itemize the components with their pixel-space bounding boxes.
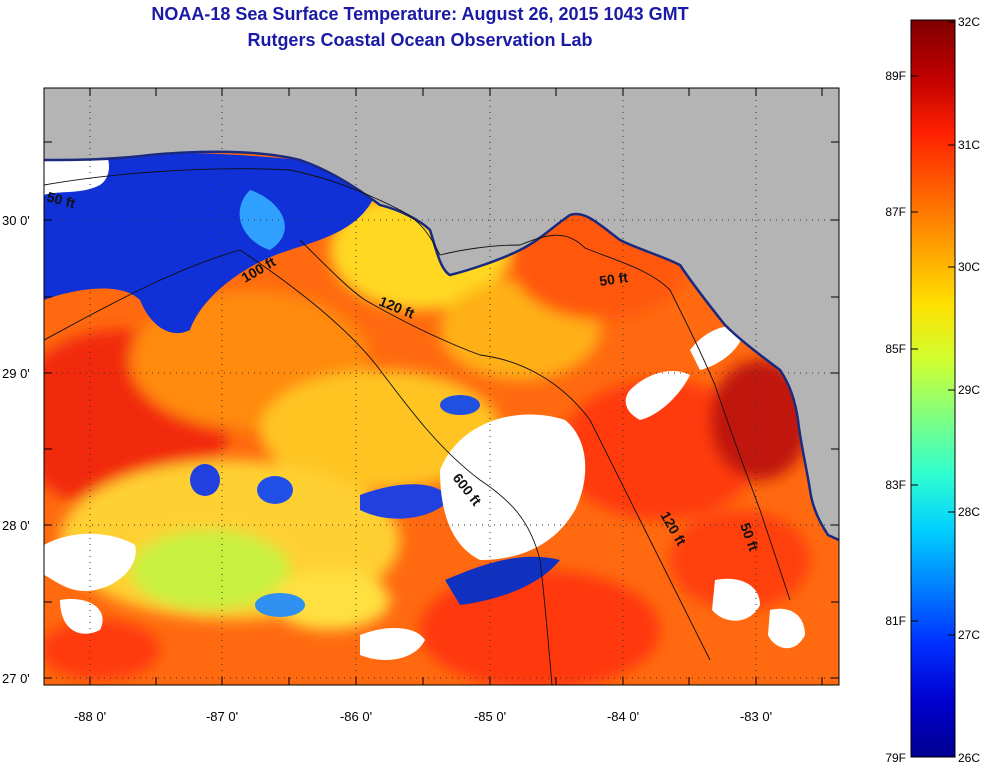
colorbar-c-label: 32C	[958, 15, 980, 29]
contour-label: 50 ft	[45, 188, 77, 211]
colorbar-f-label: 85F	[885, 342, 906, 356]
lon-label: -84 0'	[607, 709, 639, 724]
colorbar-ticks	[911, 21, 955, 758]
colorbar-f-label: 79F	[885, 751, 906, 765]
colorbar	[910, 19, 956, 758]
lon-label: -87 0'	[206, 709, 238, 724]
land-mass	[44, 88, 839, 540]
lon-label: -85 0'	[474, 709, 506, 724]
colorbar-c-label: 30C	[958, 260, 980, 274]
lat-label: 28 0'	[2, 518, 30, 533]
colorbar-f-label: 81F	[885, 614, 906, 628]
map-title: NOAA-18 Sea Surface Temperature: August …	[151, 4, 689, 24]
cold-band-north	[44, 153, 375, 334]
colorbar-c-label: 29C	[958, 383, 980, 397]
colorbar-c-label: 27C	[958, 628, 980, 642]
contour-label: 50 ft	[598, 269, 629, 289]
colorbar-c-label: 28C	[958, 505, 980, 519]
map-frame	[43, 87, 840, 686]
map-gridlines	[44, 88, 839, 685]
cloud-center	[440, 414, 586, 560]
colorbar-c-label: 31C	[958, 138, 980, 152]
colorbar-c-label: 26C	[958, 751, 980, 765]
lat-label: 30 0'	[2, 213, 30, 228]
lat-label: 29 0'	[2, 366, 30, 381]
coastline	[44, 150, 839, 542]
map-subtitle: Rutgers Coastal Ocean Observation Lab	[247, 30, 593, 50]
colorbar-f-label: 89F	[885, 69, 906, 83]
depth-contours	[44, 168, 791, 685]
map-area	[44, 88, 839, 685]
map-ticks	[44, 88, 839, 685]
colorbar-f-label: 87F	[885, 205, 906, 219]
lat-label: 27 0'	[2, 671, 30, 686]
lon-label: -86 0'	[340, 709, 372, 724]
colorbar-f-label: 83F	[885, 478, 906, 492]
lon-label: -83 0'	[740, 709, 772, 724]
lon-label: -88 0'	[74, 709, 106, 724]
